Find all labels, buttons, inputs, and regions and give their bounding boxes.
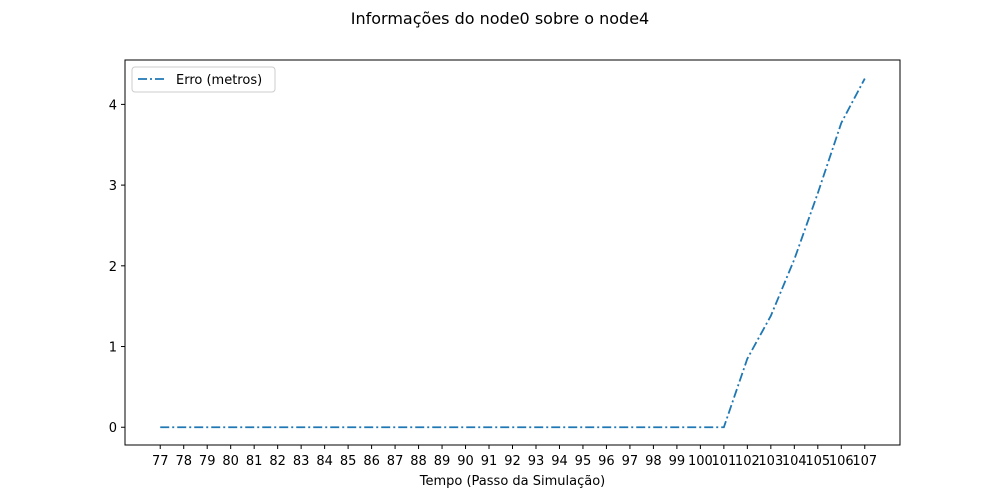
chart-title: Informações do node0 sobre o node4 bbox=[351, 9, 649, 28]
y-axis-ticks: 0 1 2 3 4 bbox=[109, 98, 125, 436]
x-tick-label: 102 bbox=[735, 454, 760, 469]
legend: Erro (metros) bbox=[131, 66, 276, 93]
x-tick-label: 82 bbox=[269, 454, 286, 469]
x-tick-label: 95 bbox=[575, 454, 592, 469]
x-tick-label: 87 bbox=[387, 454, 404, 469]
x-tick-label: 92 bbox=[504, 454, 521, 469]
x-tick-label: 103 bbox=[758, 454, 783, 469]
x-tick-label: 90 bbox=[457, 454, 474, 469]
x-tick-label: 98 bbox=[645, 454, 662, 469]
x-tick-label: 104 bbox=[782, 454, 807, 469]
x-tick-label: 91 bbox=[481, 454, 498, 469]
x-tick-label: 105 bbox=[805, 454, 830, 469]
y-tick-label: 4 bbox=[109, 98, 117, 113]
x-tick-label: 88 bbox=[410, 454, 427, 469]
x-tick-label: 107 bbox=[852, 454, 877, 469]
series-layer bbox=[160, 78, 866, 429]
x-tick-label: 94 bbox=[551, 454, 568, 469]
x-tick-label: 97 bbox=[622, 454, 639, 469]
y-tick-label: 3 bbox=[109, 179, 117, 194]
x-tick-label: 77 bbox=[152, 454, 169, 469]
x-tick-label: 78 bbox=[175, 454, 192, 469]
x-tick-label: 84 bbox=[316, 454, 333, 469]
y-tick-label: 1 bbox=[109, 341, 117, 356]
x-tick-label: 93 bbox=[528, 454, 545, 469]
x-axis-label: Tempo (Passo da Simulação) bbox=[419, 474, 606, 489]
legend-label: Erro (metros) bbox=[176, 73, 262, 88]
x-tick-label: 85 bbox=[340, 454, 357, 469]
x-tick-label: 86 bbox=[363, 454, 380, 469]
series-line-erro bbox=[160, 78, 866, 429]
y-tick-label: 0 bbox=[109, 421, 117, 436]
x-tick-label: 81 bbox=[246, 454, 263, 469]
x-tick-label: 83 bbox=[293, 454, 310, 469]
x-tick-label: 99 bbox=[669, 454, 686, 469]
x-tick-label: 96 bbox=[598, 454, 615, 469]
x-axis-ticks: 77 78 79 80 81 82 83 84 85 86 87 88 89 90 91 92 93 94 95 96… bbox=[152, 445, 877, 469]
x-tick-label: 101 bbox=[711, 454, 736, 469]
x-tick-label: 79 bbox=[199, 454, 216, 469]
x-tick-label: 89 bbox=[434, 454, 451, 469]
x-tick-label: 80 bbox=[222, 454, 239, 469]
x-tick-label: 100 bbox=[688, 454, 713, 469]
y-tick-label: 2 bbox=[109, 260, 117, 275]
legend-box bbox=[131, 66, 276, 93]
plot-area bbox=[124, 59, 901, 446]
x-tick-label: 106 bbox=[829, 454, 854, 469]
